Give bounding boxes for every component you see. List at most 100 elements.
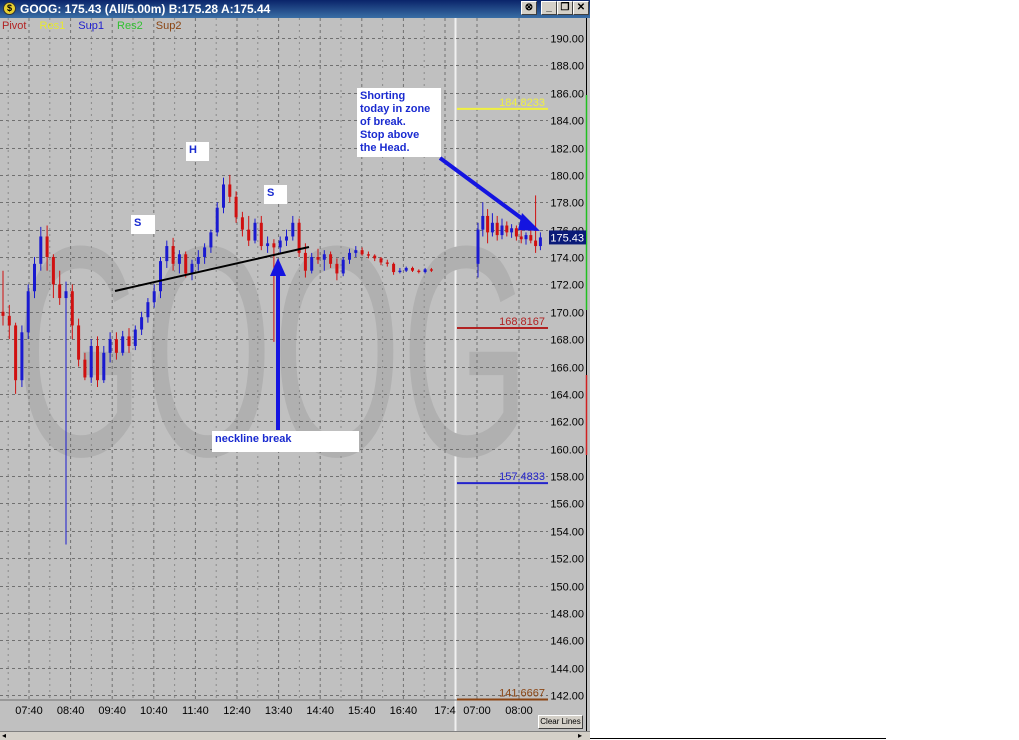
level-label: 157.4833 (499, 471, 545, 483)
x-tick-label: 08:00 (505, 705, 533, 717)
candle-body (58, 284, 62, 299)
candle-body (285, 236, 288, 241)
candle-body (159, 261, 162, 292)
x-tick-label: 07:00 (463, 705, 491, 717)
candle-body (404, 267, 408, 271)
shorting-note-line: Shorting (360, 90, 406, 102)
candle-body (398, 270, 402, 273)
y-tick-label: 144.00 (550, 664, 584, 676)
candle-body (102, 352, 106, 381)
candle-body (146, 302, 150, 318)
candle-today-body (538, 237, 542, 247)
shorting-note-line: Stop above (360, 129, 420, 141)
candle-body (133, 329, 137, 346)
x-tick-label: 16:40 (390, 705, 418, 717)
watermark-text: GOOG (15, 183, 530, 519)
candle-body (228, 184, 232, 197)
y-tick-label: 168.00 (550, 335, 584, 347)
candle-body (322, 254, 326, 260)
level-label: 141.6667 (499, 688, 545, 700)
y-tick-label: 154.00 (550, 527, 584, 539)
candle-today-body (500, 225, 504, 236)
x-tick-label: 13:40 (265, 705, 293, 717)
candle-body (70, 291, 74, 326)
candle-today-body (505, 225, 509, 233)
candle-body (108, 339, 112, 353)
candle-body (310, 257, 314, 271)
candle-body (114, 339, 118, 353)
candle-body (348, 252, 351, 260)
y-tick-label: 182.00 (550, 144, 584, 156)
shorting-arrowhead (518, 213, 540, 231)
lock-icon[interactable]: ⊗ (521, 1, 537, 15)
close-button[interactable]: ✕ (573, 1, 589, 15)
candle-body (297, 222, 301, 253)
y-tick-label: 148.00 (550, 609, 584, 621)
candle-body (423, 269, 427, 273)
candle-body (89, 345, 93, 378)
shorting-note-line: today in zone (360, 103, 431, 115)
legend-res1: Res1 (39, 20, 66, 32)
scroll-right-icon[interactable]: ▸ (578, 731, 583, 740)
y-tick-label: 150.00 (550, 582, 584, 594)
candle-today-body (519, 236, 523, 240)
candle-body (209, 232, 213, 248)
candle-body (171, 246, 175, 264)
candle-body (222, 184, 225, 208)
candle-body (385, 262, 389, 264)
candle-body (240, 217, 244, 230)
window-title: GOOG: 175.43 (All/5.00m) B:175.28 A:175.… (20, 2, 271, 16)
y-tick-label: 156.00 (550, 499, 584, 511)
candle-body (177, 254, 181, 264)
shorting-note-line: the Head. (360, 142, 410, 154)
horizontal-scrollbar[interactable]: ◂ ▸ (0, 731, 590, 740)
candle-body (366, 254, 370, 256)
y-tick-label: 190.00 (550, 34, 584, 46)
candle-body (64, 291, 68, 299)
candle-body (33, 263, 36, 292)
y-tick-label: 162.00 (550, 417, 584, 429)
legend-sup2: Sup2 (155, 20, 182, 32)
level-label: 184.8233 (499, 97, 545, 109)
minimize-button[interactable]: _ (541, 1, 557, 15)
candle-body (140, 317, 144, 330)
x-tick-label: 10:40 (140, 705, 168, 717)
neckline-line (114, 246, 310, 292)
candle-body (253, 222, 257, 241)
candle-body (373, 255, 377, 259)
x-tick-label: 14:40 (306, 705, 334, 717)
candle-body (83, 359, 87, 378)
last-price-label: 175.43 (550, 232, 584, 244)
candle-body (266, 243, 270, 247)
clear-lines-button[interactable]: Clear Lines (538, 715, 583, 729)
candle-body (96, 345, 99, 381)
candle-body (278, 240, 282, 248)
candle-body (215, 207, 219, 233)
left-shoulder-label: S (131, 215, 155, 234)
scroll-left-icon[interactable]: ◂ (2, 731, 7, 740)
indicator-legend: Pivot Res1 Sup1 Res2 Sup2 (2, 20, 192, 32)
candle-body (379, 258, 383, 263)
x-tick-label: 09:40 (98, 705, 126, 717)
candle-today-body (510, 228, 514, 233)
right-plot-area (457, 18, 548, 700)
x-tick-label: 07:40 (15, 705, 43, 717)
app-icon: $ (3, 2, 16, 15)
title-bar[interactable]: $ GOOG: 175.43 (All/5.00m) B:175.28 A:17… (0, 0, 590, 18)
candle-body (429, 269, 433, 271)
y-tick-label: 164.00 (550, 390, 584, 402)
neckline-break-arrowhead (270, 258, 286, 276)
candle-body (190, 263, 194, 274)
candle-body (39, 236, 43, 264)
candle-body (360, 250, 364, 255)
y-tick-label: 178.00 (550, 198, 584, 210)
candle-body (152, 291, 156, 303)
candle-body (291, 222, 295, 237)
candle-today-body (495, 222, 499, 236)
candle-body (247, 229, 251, 241)
restore-button[interactable]: ❐ (557, 1, 573, 15)
candle-today-body (490, 222, 494, 233)
y-tick-label: 170.00 (550, 308, 584, 320)
y-tick-label: 160.00 (550, 445, 584, 457)
y-tick-label: 174.00 (550, 253, 584, 265)
